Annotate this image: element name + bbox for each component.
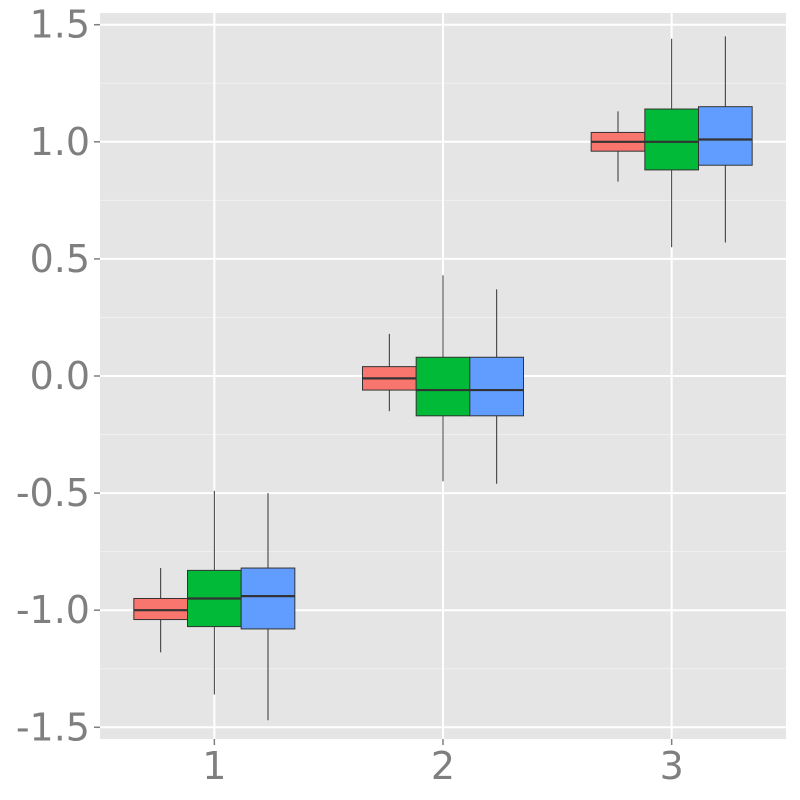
box-iqr xyxy=(415,356,471,417)
box-iqr xyxy=(698,106,753,166)
box-group xyxy=(590,111,646,182)
x-tick-label: 2 xyxy=(431,744,455,788)
x-tick-label: 1 xyxy=(202,744,226,788)
y-tick-label: -0.5 xyxy=(16,471,90,515)
box-group xyxy=(469,289,525,484)
box-group xyxy=(240,493,296,721)
y-tick-label: 1.0 xyxy=(30,120,90,164)
x-tick-label: 3 xyxy=(660,744,684,788)
y-tick-label: 0.0 xyxy=(30,354,90,398)
x-axis: 1 2 3 xyxy=(202,739,684,788)
box-group xyxy=(698,36,753,243)
y-tick-label: 1.5 xyxy=(30,3,90,47)
y-tick-label: -1.0 xyxy=(16,588,90,632)
box-iqr xyxy=(644,108,699,171)
box-group xyxy=(133,568,188,653)
box-group xyxy=(362,333,417,412)
box-iqr xyxy=(133,597,188,621)
y-axis: -1.5 -1.0 -0.5 0.0 0.5 1.0 1.5 xyxy=(16,3,100,749)
y-tick-label: 0.5 xyxy=(30,237,90,281)
y-tick-label: -1.5 xyxy=(16,705,90,749)
box-group xyxy=(644,38,699,248)
box-group xyxy=(187,490,242,695)
box-iqr xyxy=(469,356,525,417)
box-series xyxy=(133,36,753,721)
box-iqr xyxy=(240,567,296,630)
